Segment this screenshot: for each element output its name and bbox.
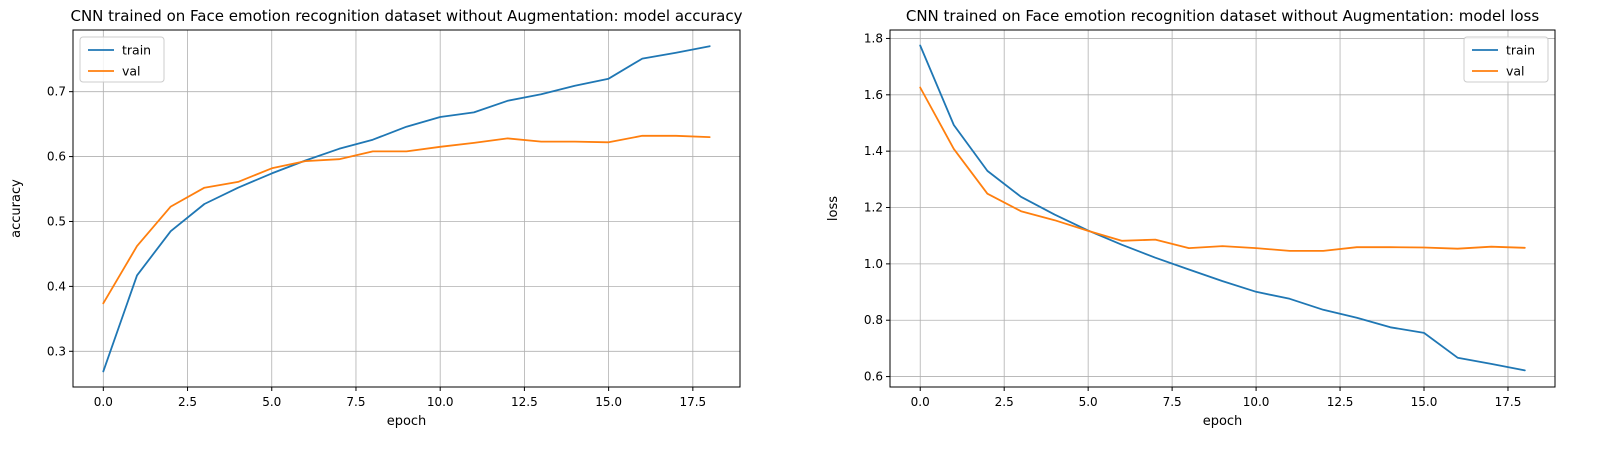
legend-label-val: val (122, 64, 141, 79)
series-line-val (919, 86, 1526, 252)
chart-title: CNN trained on Face emotion recognition … (906, 7, 1539, 25)
y-axis-label: loss (826, 196, 841, 221)
x-tick-label: 7.5 (1163, 395, 1182, 409)
y-tick-label: 0.3 (47, 344, 66, 358)
x-axis-label: epoch (387, 414, 427, 429)
x-tick-label: 17.5 (679, 395, 706, 409)
y-tick-label: 0.6 (47, 150, 66, 164)
y-tick-label: 0.6 (864, 370, 883, 384)
x-tick-label: 2.5 (178, 395, 197, 409)
x-tick-label: 0.0 (94, 395, 113, 409)
x-tick-label: 12.5 (1327, 395, 1354, 409)
x-tick-label: 7.5 (346, 395, 365, 409)
chart-accuracy: CNN trained on Face emotion recognition … (9, 7, 743, 429)
legend-label-train: train (1506, 43, 1535, 58)
x-tick-label: 17.5 (1495, 395, 1522, 409)
legend-label-train: train (122, 43, 151, 58)
plot-frame (72, 29, 741, 388)
x-tick-label: 5.0 (262, 395, 281, 409)
x-tick-label: 0.0 (911, 395, 930, 409)
x-tick-label: 10.0 (1243, 395, 1270, 409)
series-line-val (102, 134, 711, 305)
x-axis-label: epoch (1203, 414, 1243, 429)
x-tick-label: 2.5 (995, 395, 1014, 409)
y-tick-label: 0.5 (47, 214, 66, 228)
y-tick-label: 0.8 (864, 313, 883, 327)
chart-loss: CNN trained on Face emotion recognition … (826, 7, 1556, 429)
y-tick-label: 1.8 (864, 31, 883, 45)
y-tick-label: 1.2 (864, 201, 883, 215)
series-line-train (919, 44, 1526, 372)
y-tick-label: 1.6 (864, 88, 883, 102)
x-tick-label: 15.0 (595, 395, 622, 409)
legend: train val (1463, 36, 1549, 83)
x-tick-label: 15.0 (1411, 395, 1438, 409)
y-tick-label: 0.4 (47, 279, 66, 293)
y-axis-label: accuracy (9, 179, 24, 238)
x-tick-label: 12.5 (511, 395, 538, 409)
x-tick-label: 10.0 (427, 395, 454, 409)
legend-label-val: val (1506, 64, 1525, 79)
x-tick-label: 5.0 (1079, 395, 1098, 409)
plot-frame (889, 29, 1556, 388)
y-tick-label: 1.4 (864, 144, 883, 158)
y-tick-label: 0.7 (47, 85, 66, 99)
series-line-train (102, 45, 711, 373)
chart-title: CNN trained on Face emotion recognition … (70, 7, 742, 25)
legend: train val (79, 36, 165, 83)
gridlines (73, 30, 740, 387)
gridlines (890, 30, 1555, 387)
y-tick-label: 1.0 (864, 257, 883, 271)
